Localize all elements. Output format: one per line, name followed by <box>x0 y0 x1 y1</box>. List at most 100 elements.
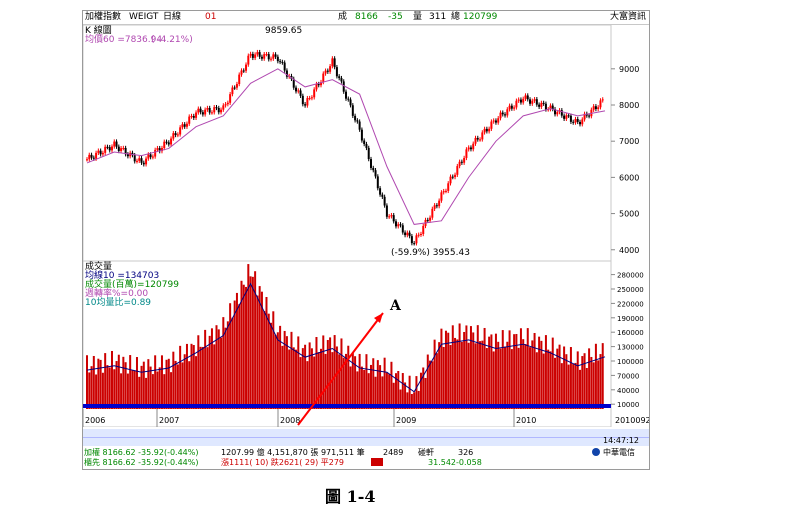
volume-bar <box>542 353 545 409</box>
volume-bar <box>220 337 223 409</box>
volume-tick-label: 250000 <box>617 286 644 294</box>
volume-bar <box>133 370 136 409</box>
candle-body <box>444 190 447 192</box>
status-count: 2489 <box>383 448 404 457</box>
candle-body <box>601 99 604 101</box>
candle-body <box>363 140 366 145</box>
candle-body <box>433 205 436 209</box>
candle-body <box>438 200 441 207</box>
candle-body <box>397 224 400 227</box>
candle-body <box>356 120 359 122</box>
period-label[interactable]: 日線 <box>163 12 182 22</box>
price-tick-label: 9000 <box>619 65 639 74</box>
candle-body <box>299 90 302 96</box>
volume-tick-label: 160000 <box>617 329 644 337</box>
volume-bar <box>224 327 227 409</box>
price-panel-title: K 線圖 <box>85 26 112 36</box>
candle-body <box>581 119 584 125</box>
volume-bar <box>422 367 425 409</box>
candle-body <box>522 98 525 103</box>
candle-body <box>281 61 284 63</box>
candle-body <box>222 105 225 110</box>
total-value: 120799 <box>463 12 498 22</box>
candle-body <box>133 155 136 162</box>
volume-bar <box>335 346 338 409</box>
volume-bar <box>315 337 318 409</box>
candle-body <box>381 194 384 197</box>
candle-body <box>529 99 532 104</box>
candle-body <box>229 94 232 103</box>
candle-body <box>270 58 273 60</box>
candle-body <box>276 56 279 62</box>
candle-body <box>201 112 204 115</box>
chart-window: 加權指數 WEIGT 日線 01 成 8166 -35 量 311 總 1207… <box>82 10 650 470</box>
volume-bar <box>274 334 277 409</box>
low-label: (-59.9%) 3955.43 <box>391 248 470 258</box>
candle-body <box>320 82 323 86</box>
volume-bar <box>576 351 579 409</box>
candle-body <box>429 217 432 221</box>
volume-bar <box>572 364 575 409</box>
candle-body <box>110 146 113 151</box>
volume-bar <box>306 361 309 409</box>
candle-body <box>170 138 173 145</box>
ma60-line <box>86 68 606 225</box>
volume-bar <box>110 350 113 409</box>
volume-bar <box>342 357 345 409</box>
volume-bar <box>181 362 184 409</box>
candle-body <box>383 196 386 206</box>
candle-body <box>501 112 504 115</box>
volume-bar <box>515 333 518 409</box>
volume-bar <box>295 349 298 409</box>
volume-bar <box>540 340 543 409</box>
candle-body <box>210 112 213 114</box>
volume-panel: 10000 40000 70000 100000 130000 160000 190000 2… <box>83 261 649 427</box>
candle-body <box>174 133 177 135</box>
volume-bar <box>590 356 593 409</box>
candle-body <box>333 58 336 68</box>
candle-body <box>374 170 377 177</box>
candle-body <box>340 78 343 82</box>
volume-bar <box>190 343 193 409</box>
candle-body <box>367 147 370 160</box>
candle-body <box>569 115 572 122</box>
volume-bar <box>129 355 132 409</box>
volume-bar <box>429 360 432 409</box>
candle-body <box>417 234 420 236</box>
candle-body <box>499 112 502 119</box>
volume-bar <box>183 354 186 409</box>
candle-body <box>338 76 341 79</box>
candle-body <box>285 70 288 77</box>
candle-body <box>519 99 522 103</box>
volume-bar <box>440 328 443 409</box>
volume-bar <box>592 362 595 409</box>
volume-bar <box>479 341 482 409</box>
candle-body <box>342 81 345 92</box>
candle-body <box>301 95 304 105</box>
volume-bar <box>238 304 241 409</box>
candle-body <box>540 102 543 107</box>
volume-bar <box>460 341 463 409</box>
candle-body <box>404 232 407 236</box>
candle-body <box>335 67 338 77</box>
candle-body <box>592 106 595 110</box>
volume-bar <box>490 334 493 409</box>
volume-tick-label: 130000 <box>617 344 644 352</box>
candle-body <box>97 150 100 153</box>
volume-bar <box>397 370 400 409</box>
candle-body <box>104 146 107 153</box>
volume-bar <box>140 365 143 409</box>
volume-bar <box>588 348 591 409</box>
candle-body <box>149 154 152 158</box>
status-logo-text[interactable]: 中華電信 <box>603 448 635 457</box>
volume-bar <box>231 317 234 409</box>
volume-bar <box>329 337 332 409</box>
candle-body <box>506 109 509 116</box>
volume-bar <box>492 351 495 409</box>
price-tick-label: 8000 <box>619 101 639 110</box>
volume-bar <box>363 369 366 409</box>
volume-bar <box>424 377 427 409</box>
volume-bar <box>513 334 516 409</box>
volume-bar <box>447 332 450 409</box>
candle-body <box>483 128 486 133</box>
